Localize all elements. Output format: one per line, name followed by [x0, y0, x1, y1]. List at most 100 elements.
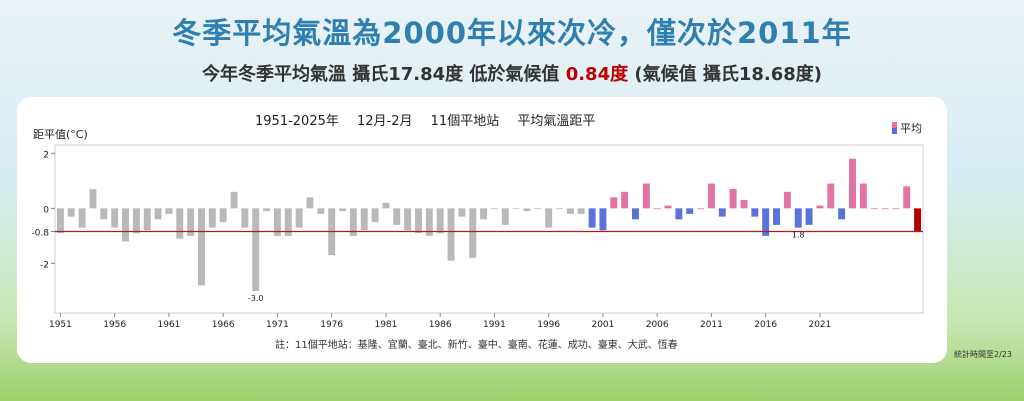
bar-1963 [187, 208, 195, 236]
bar-1975 [317, 208, 325, 214]
data-label-2019: 1.8 [792, 231, 805, 240]
bar-1967 [230, 191, 238, 209]
x-tick-label-1956: 1956 [103, 320, 126, 330]
y-axis-label: 距平值(°C) [33, 128, 88, 141]
bar-1951 [56, 208, 64, 234]
bar-1958 [132, 208, 140, 234]
bar-1955 [100, 208, 108, 220]
bar-2013 [729, 189, 737, 209]
bar-1992 [501, 208, 509, 225]
bar-1959 [143, 208, 151, 231]
bar-2029 [903, 186, 911, 209]
bar-1956 [111, 208, 119, 228]
bar-2009 [686, 208, 694, 214]
x-tick-label-2001: 2001 [591, 320, 614, 330]
x-tick-label-1976: 1976 [320, 320, 343, 330]
bar-2023 [838, 208, 846, 220]
bar-1983 [404, 208, 412, 231]
x-tick-label-2011: 2011 [700, 320, 723, 330]
bar-1964 [198, 208, 205, 286]
bar-1965 [208, 208, 216, 228]
bar-1986 [436, 208, 444, 234]
subtitle-highlight: 0.84度 [565, 64, 629, 85]
x-tick-label-2006: 2006 [646, 320, 669, 330]
bar-2022 [827, 183, 835, 209]
bar-1977 [339, 208, 346, 212]
y-tick-label: 2 [43, 150, 49, 160]
page-subtitle: 今年冬季平均氣溫 攝氏17.84度 低於氣候值 0.84度 (氣候值 攝氏18.… [0, 60, 1024, 86]
bar-2006 [653, 208, 661, 210]
bar-1991 [490, 208, 498, 210]
x-tick-label-2021: 2021 [808, 320, 831, 330]
bar-2010 [697, 208, 705, 210]
bar-2018 [783, 191, 791, 209]
x-tick-label-1961: 1961 [157, 320, 180, 330]
x-tick-label-1991: 1991 [483, 320, 506, 330]
bar-2011 [707, 183, 715, 209]
x-tick-label-1996: 1996 [537, 320, 560, 330]
bar-2008 [675, 208, 683, 220]
bar-2002 [610, 197, 618, 209]
bar-2026 [870, 208, 878, 210]
legend-label: 平均 [900, 122, 922, 135]
bar-2030 [914, 208, 922, 232]
bar-1980 [371, 208, 379, 223]
bar-1966 [219, 208, 227, 223]
bar-1984 [415, 208, 422, 234]
chart-title-stations: 11個平地站 [430, 114, 500, 129]
page-title: 冬季平均氣溫為2000年以來次冷，僅次於2011年 [172, 16, 852, 50]
plot-frame [54, 144, 924, 314]
bar-2025 [859, 183, 867, 209]
data-label-1969: -3.0 [248, 294, 264, 303]
bar-1999 [577, 208, 585, 214]
bar-1995 [534, 208, 542, 210]
bar-1968 [241, 208, 249, 228]
bar-1962 [176, 208, 184, 239]
y-tick-label: -2 [40, 260, 49, 270]
chart-title: 1951-2025年 12月-2月 11個平地站 平均氣溫距平 [255, 110, 609, 129]
bar-2001 [599, 208, 607, 231]
x-tick-label-1971: 1971 [266, 320, 289, 330]
bar-2027 [881, 208, 889, 210]
bar-1952 [67, 208, 75, 217]
bar-1961 [165, 208, 173, 214]
bar-2003 [621, 191, 629, 209]
bar-2012 [718, 208, 726, 217]
bar-2015 [751, 208, 759, 217]
bar-1989 [469, 208, 477, 258]
bar-2014 [740, 200, 748, 209]
bar-2019 [794, 208, 802, 228]
bar-1998 [566, 208, 574, 214]
chart-title-months: 12月-2月 [357, 114, 413, 129]
bar-2024 [849, 158, 856, 209]
legend: 平均 [892, 120, 922, 136]
x-tick-label-1986: 1986 [429, 320, 452, 330]
bar-1960 [154, 208, 162, 220]
bar-1979 [360, 208, 368, 231]
bar-1972 [284, 208, 292, 236]
bar-2000 [588, 208, 596, 228]
bar-2021 [816, 205, 824, 209]
x-tick-label-1966: 1966 [212, 320, 235, 330]
bar-1971 [273, 208, 281, 236]
bar-1996 [545, 208, 553, 228]
bar-1987 [447, 208, 455, 261]
chart-title-period: 1951-2025年 [255, 114, 339, 129]
bar-2005 [642, 183, 650, 209]
bar-1969 [252, 208, 260, 291]
bar-1981 [382, 202, 390, 209]
bar-1973 [295, 208, 303, 228]
bar-2020 [805, 208, 813, 225]
bar-2017 [773, 208, 780, 225]
bar-1988 [458, 208, 466, 217]
bar-1994 [523, 208, 531, 212]
chart-title-metric: 平均氣溫距平 [517, 114, 596, 129]
bar-2004 [632, 208, 639, 220]
subtitle-text-1: 今年冬季平均氣溫 攝氏17.84度 低於氣候值 [201, 64, 566, 85]
y-tick-label: -0.8 [31, 228, 49, 238]
bar-2007 [664, 205, 672, 209]
bar-1997 [556, 208, 563, 210]
bar-1990 [480, 208, 488, 220]
bar-1985 [425, 208, 433, 236]
